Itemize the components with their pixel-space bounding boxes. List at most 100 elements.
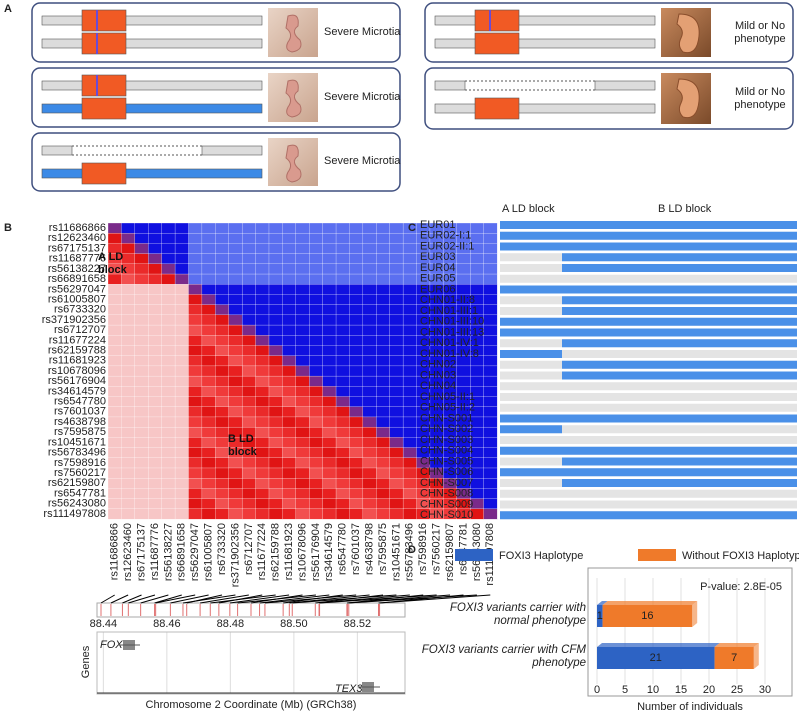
ld-cell [402, 233, 417, 244]
ld-cell [215, 294, 230, 306]
ld-cell [295, 273, 310, 285]
ld-cell [161, 345, 176, 357]
ld-cell [282, 273, 297, 285]
ld-cell [188, 345, 203, 357]
b-block [562, 339, 797, 348]
ld-cell [188, 426, 203, 438]
ld-cell [309, 263, 324, 275]
ld-cell [335, 355, 350, 367]
x-tick-label: 5 [622, 684, 628, 696]
ld-cell [215, 243, 230, 255]
a-block [500, 511, 562, 520]
ld-cell [148, 508, 163, 520]
ld-cell [107, 457, 122, 469]
ld-cell [376, 508, 391, 520]
foxi3-gene [81, 162, 127, 185]
foxi3-gene [81, 9, 127, 32]
ld-cell [174, 263, 189, 275]
ld-cell [228, 457, 243, 469]
ld-cell [188, 478, 203, 489]
ld-cell [241, 416, 257, 428]
ld-cell [201, 467, 216, 479]
b-block [562, 285, 797, 294]
ld-cell [188, 294, 203, 306]
ld-cell [483, 294, 498, 306]
ld-cell [362, 233, 377, 244]
ld-cell [362, 396, 377, 408]
x-axis-label: Number of individuals [637, 701, 743, 713]
ld-cell [309, 335, 324, 346]
ld-cell [456, 273, 471, 285]
ld-cell [282, 406, 297, 418]
ld-cell [121, 284, 136, 295]
ld-cell [134, 294, 149, 306]
ld-cell [335, 304, 350, 316]
track-tick-label: 88.48 [217, 618, 245, 630]
ld-cell [402, 467, 417, 479]
a-block [500, 242, 562, 251]
snp-row-label: rs7601037 [54, 406, 106, 418]
ld-cell [376, 478, 391, 489]
ld-cell [121, 355, 136, 367]
ld-cell [174, 457, 189, 469]
ld-cell [201, 243, 216, 255]
ld-cell [376, 386, 391, 397]
sample-label: CHN-S006 [420, 466, 473, 478]
ld-cell [389, 498, 404, 510]
ld-cell [215, 273, 230, 285]
ld-cell [295, 222, 310, 234]
ld-cell [188, 253, 203, 265]
x-tick-label: 30 [759, 684, 771, 696]
ld-cell [282, 284, 297, 295]
ld-cell [215, 498, 230, 510]
ld-cell [349, 478, 364, 489]
ld-cell [295, 416, 310, 428]
ld-cell [174, 284, 189, 295]
ld-cell [389, 335, 404, 346]
ld-cell [483, 365, 498, 377]
bar-top [602, 601, 698, 605]
chromosome [41, 38, 263, 49]
ld-cell [376, 437, 391, 449]
ld-cell [174, 498, 189, 510]
snp-link [155, 594, 196, 604]
ld-cell [470, 365, 485, 377]
ld-cell [134, 355, 149, 367]
ld-cell [389, 467, 404, 479]
ld-cell [228, 365, 243, 377]
ld-cell [402, 488, 417, 500]
ld-cell [107, 426, 122, 438]
snp-col-label: rs66891658 [176, 523, 188, 581]
ld-cell [322, 426, 337, 438]
ld-cell [335, 284, 350, 295]
ld-cell [282, 314, 297, 326]
ld-cell [188, 386, 203, 397]
ld-cell [335, 273, 350, 285]
ld-cell [148, 273, 163, 285]
ld-cell [295, 253, 310, 265]
ld-cell [362, 365, 377, 377]
ld-cell [255, 355, 270, 367]
ld-cell [295, 233, 310, 244]
ld-cell [201, 253, 216, 265]
ld-cell [349, 416, 364, 428]
ld-cell [174, 386, 189, 397]
ld-cell [134, 284, 149, 295]
foxi3-gene [81, 74, 127, 97]
ld-cell [241, 273, 257, 285]
ld-cell [376, 233, 391, 244]
ld-cell [201, 508, 216, 520]
ld-cell [188, 416, 203, 428]
ld-cell [148, 488, 163, 500]
ld-cell [228, 488, 243, 500]
ld-cell [389, 304, 404, 316]
ld-cell [322, 233, 337, 244]
x-tick-label: 10 [647, 684, 659, 696]
snp-col-label: rs61005807 [203, 523, 215, 581]
ld-cell [402, 396, 417, 408]
ld-cell [349, 396, 364, 408]
snp-row-label: rs62159807 [48, 477, 106, 489]
ld-cell [268, 284, 283, 295]
ld-cell [215, 324, 230, 336]
no-haplotype [500, 393, 797, 401]
